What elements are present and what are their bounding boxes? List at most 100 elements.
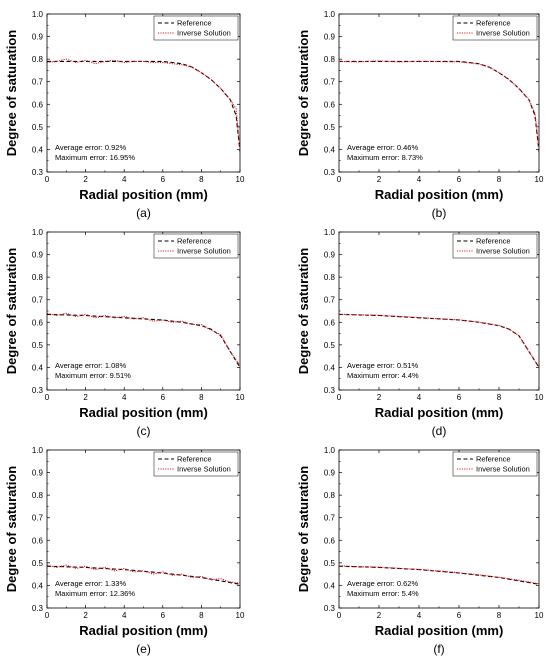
x-tick-label: 8 <box>199 175 204 184</box>
y-tick-label: 0.6 <box>32 100 44 109</box>
y-tick-label: 0.7 <box>32 78 44 87</box>
y-tick-label: 0.6 <box>32 536 44 545</box>
legend-box <box>153 233 239 259</box>
chart-panel-a: 0 2 4 6 8 10 0.3 0.4 0.5 0.6 0.7 0.8 0.9 1.0 Radial po… <box>4 10 245 220</box>
legend-label: Reference <box>476 237 511 246</box>
panel-caption: (c) <box>137 424 151 438</box>
y-tick-label: 0.4 <box>32 363 44 372</box>
y-tick-label: 0.7 <box>324 78 336 87</box>
y-tick-label: 0.6 <box>324 318 336 327</box>
y-tick-label: 0.3 <box>32 604 44 613</box>
error-annotation: Average error: 1.33% <box>55 579 126 588</box>
y-tick-label: 0.5 <box>32 123 44 132</box>
y-tick-label: 1.0 <box>32 10 44 19</box>
y-tick-label: 0.8 <box>324 273 336 282</box>
x-tick-label: 10 <box>535 611 544 620</box>
x-tick-label: 4 <box>122 393 127 402</box>
x-tick-label: 4 <box>417 393 422 402</box>
x-tick-label: 2 <box>377 611 382 620</box>
error-annotation: Maximum error: 9.51% <box>55 371 131 380</box>
x-tick-label: 10 <box>535 393 544 402</box>
x-tick-label: 2 <box>377 393 382 402</box>
x-tick-label: 0 <box>45 611 50 620</box>
error-annotation: Average error: 0.62% <box>347 579 418 588</box>
error-annotation: Maximum error: 8.73% <box>347 153 423 162</box>
x-tick-label: 8 <box>199 611 204 620</box>
y-tick-label: 0.7 <box>324 514 336 523</box>
y-tick-label: 0.3 <box>324 386 336 395</box>
y-tick-label: 0.5 <box>324 123 336 132</box>
legend-label: Inverse Solution <box>476 247 530 256</box>
x-tick-label: 10 <box>236 611 245 620</box>
y-tick-label: 0.3 <box>32 386 44 395</box>
y-tick-label: 1.0 <box>324 446 336 455</box>
panel-caption: (b) <box>432 206 447 220</box>
series-line-inverse-solution <box>339 60 539 150</box>
y-tick-label: 0.8 <box>32 273 44 282</box>
panel-caption: (a) <box>136 206 151 220</box>
y-tick-label: 0.4 <box>324 581 336 590</box>
legend-label: Reference <box>476 455 511 464</box>
x-tick-label: 10 <box>236 393 245 402</box>
series-line-reference <box>339 313 539 368</box>
y-tick-label: 0.9 <box>324 469 336 478</box>
chart-panel-d: 0 2 4 6 8 10 0.3 0.4 0.5 0.6 0.7 0.8 0.9 1.0 Radial po… <box>296 228 544 438</box>
x-tick-label: 8 <box>497 393 502 402</box>
x-tick-label: 4 <box>122 175 127 184</box>
y-tick-label: 0.5 <box>32 341 44 350</box>
y-tick-label: 0.6 <box>324 536 336 545</box>
x-tick-label: 0 <box>337 611 342 620</box>
error-annotation: Maximum error: 4.4% <box>347 371 419 380</box>
legend-box <box>153 451 239 477</box>
legend-box <box>452 451 538 477</box>
y-tick-label: 0.3 <box>324 168 336 177</box>
y-tick-label: 0.9 <box>324 251 336 260</box>
x-tick-label: 2 <box>377 175 382 184</box>
y-axis-title: Degree of saturation <box>296 466 311 592</box>
error-annotation: Maximum error: 5.4% <box>347 589 419 598</box>
y-tick-label: 0.4 <box>32 581 44 590</box>
x-tick-label: 2 <box>83 393 88 402</box>
y-tick-label: 0.8 <box>324 491 336 500</box>
y-tick-label: 0.8 <box>324 55 336 64</box>
legend-box <box>153 15 239 41</box>
series-line-reference <box>339 60 539 152</box>
legend-label: Inverse Solution <box>177 247 231 256</box>
legend-label: Inverse Solution <box>476 29 530 38</box>
y-tick-label: 0.6 <box>324 100 336 109</box>
y-tick-label: 1.0 <box>32 446 44 455</box>
legend-box <box>452 15 538 41</box>
x-tick-label: 6 <box>161 611 166 620</box>
x-tick-label: 10 <box>535 175 544 184</box>
y-tick-label: 1.0 <box>324 10 336 19</box>
y-tick-label: 0.4 <box>32 145 44 154</box>
panel-caption: (d) <box>432 424 447 438</box>
legend-label: Reference <box>177 455 212 464</box>
x-tick-label: 8 <box>199 393 204 402</box>
error-annotation: Maximum error: 16.95% <box>55 153 135 162</box>
x-tick-label: 6 <box>457 175 462 184</box>
y-axis-title: Degree of saturation <box>296 30 311 156</box>
series-line-inverse-solution <box>47 312 240 366</box>
y-tick-label: 0.8 <box>32 491 44 500</box>
panel-caption: (f) <box>433 642 444 656</box>
panel-caption: (e) <box>136 642 151 656</box>
y-tick-label: 0.7 <box>32 514 44 523</box>
x-tick-label: 0 <box>45 175 50 184</box>
y-axis-title: Degree of saturation <box>4 466 19 592</box>
series-line-reference <box>47 60 240 152</box>
x-tick-label: 0 <box>337 175 342 184</box>
x-tick-label: 8 <box>497 175 502 184</box>
x-axis-title: Radial position (mm) <box>79 623 208 638</box>
y-tick-label: 0.5 <box>324 341 336 350</box>
y-tick-label: 1.0 <box>324 228 336 237</box>
chart-panel-c: 0 2 4 6 8 10 0.3 0.4 0.5 0.6 0.7 0.8 0.9 1.0 Radial po… <box>4 228 245 438</box>
legend-label: Inverse Solution <box>476 465 530 474</box>
error-annotation: Average error: 0.92% <box>55 143 126 152</box>
x-tick-label: 2 <box>83 611 88 620</box>
legend-label: Reference <box>177 237 212 246</box>
x-axis-title: Radial position (mm) <box>79 187 208 202</box>
x-tick-label: 4 <box>417 611 422 620</box>
chart-panel-e: 0 2 4 6 8 10 0.3 0.4 0.5 0.6 0.7 0.8 0.9 1.0 Radial po… <box>4 446 245 656</box>
